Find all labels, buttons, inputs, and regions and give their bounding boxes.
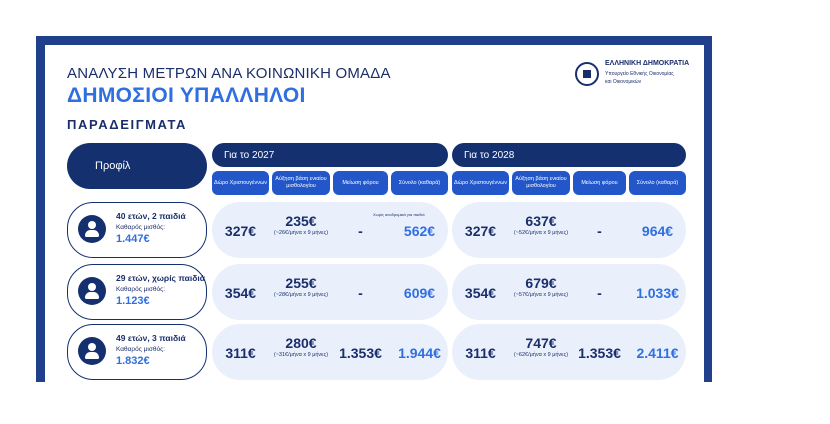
raise-note-2028: (~57€/μήνα x 9 μήνες)	[513, 292, 569, 298]
profile-card: 49 ετών, 3 παιδιά Καθαρός μισθός: 1.832€	[67, 324, 207, 380]
subheader-raise-2028: Αύξηση βάση ενιαίου μισθολογίου	[512, 171, 570, 195]
profile-name: 40 ετών, 2 παιδιά	[116, 211, 186, 221]
raise-2028-cell: 637€ (~52€/μήνα x 9 μήνες)	[512, 213, 570, 237]
profile-name: 29 ετών, χωρίς παιδιά	[116, 273, 205, 283]
raise-2027: 235€	[285, 213, 317, 229]
section-title: ΠΑΡΑΔΕΙΓΜΑΤΑ	[67, 117, 188, 132]
year-2028-header: Για το 2028	[452, 143, 686, 167]
raise-note-2027: (~31€/μήνα x 9 μήνες)	[273, 352, 329, 358]
total-2027: 609€	[403, 285, 436, 301]
raise-2027-cell: 255€ (~28€/μήνα x 9 μήνες)	[272, 275, 330, 299]
total-2028: 1.033€	[636, 285, 679, 301]
tax-2028: -	[597, 285, 602, 301]
gift-2027: 327€	[224, 223, 257, 239]
logo-line-1: ΕΛΛΗΝΙΚΗ ΔΗΜΟΚΡΑΤΙΑ	[605, 60, 690, 67]
subheader-raise-2027: Αύξηση βάση ενιαίου μισθολογίου	[272, 171, 330, 195]
tax-2028: -	[597, 223, 602, 239]
seal-icon	[575, 62, 599, 86]
row-bg-2028	[452, 324, 686, 380]
subheader-tax-2027: Μείωση φόρου	[333, 171, 388, 195]
year-2027-header: Για το 2027	[212, 143, 448, 167]
profile-card: 29 ετών, χωρίς παιδιά Καθαρός μισθός: 1.…	[67, 264, 207, 320]
salary-label: Καθαρός μισθός:	[116, 286, 166, 293]
person-icon	[78, 337, 106, 365]
gift-2027: 354€	[224, 285, 257, 301]
gift-2028: 311€	[465, 345, 496, 361]
raise-2027: 255€	[285, 275, 317, 291]
row-bg-2027	[212, 264, 448, 320]
subheader-gift-2027: Δώρο Χριστουγέννων	[212, 171, 269, 195]
raise-note-2028: (~52€/μήνα x 9 μήνες)	[513, 230, 569, 236]
profile-card: 40 ετών, 2 παιδιά Καθαρός μισθός: 1.447€	[67, 202, 207, 258]
profile-name: 49 ετών, 3 παιδιά	[116, 333, 186, 343]
salary-value: 1.832€	[116, 355, 150, 367]
row-bg-2027	[212, 324, 448, 380]
raise-2028: 679€	[525, 275, 557, 291]
person-icon	[78, 277, 106, 305]
salary-value: 1.447€	[116, 233, 150, 245]
row-note: Χωρίς αναδρομικά για παιδιά	[373, 212, 425, 217]
total-2028: 2.411€	[636, 345, 679, 361]
ministry-logo: ΕΛΛΗΝΙΚΗ ΔΗΜΟΚΡΑΤΙΑ Υπουργείο Εθνικής Οι…	[575, 60, 700, 90]
gift-2027: 311€	[225, 345, 256, 361]
subheader-total-2027: Σύνολο (καθαρά)	[391, 171, 448, 195]
subheader-gift-2028: Δώρο Χριστουγέννων	[452, 171, 509, 195]
raise-note-2028: (~62€/μήνα x 9 μήνες)	[513, 352, 569, 358]
raise-note-2027: (~26€/μήνα x 9 μήνες)	[273, 230, 329, 236]
raise-2027-cell: 280€ (~31€/μήνα x 9 μήνες)	[272, 335, 330, 359]
title-line-2: ΔΗΜΟΣΙΟΙ ΥΠΑΛΛΗΛΟΙ	[67, 84, 306, 107]
raise-2028-cell: 747€ (~62€/μήνα x 9 μήνες)	[512, 335, 570, 359]
raise-2028: 637€	[525, 213, 557, 229]
raise-2028: 747€	[525, 335, 557, 351]
slide: ΑΝΑΛΥΣΗ ΜΕΤΡΩΝ ΑΝΑ ΚΟΙΝΩΝΙΚΗ ΟΜΑΔΑ ΔΗΜΟΣ…	[45, 45, 704, 382]
logo-line-3: και Οικονομικών	[605, 79, 642, 85]
gift-2028: 327€	[464, 223, 497, 239]
salary-label: Καθαρός μισθός:	[116, 224, 166, 231]
profile-header: Προφίλ	[67, 143, 207, 189]
subheader-total-2028: Σύνολο (καθαρά)	[629, 171, 686, 195]
raise-2027: 280€	[285, 335, 317, 351]
person-icon	[78, 215, 106, 243]
gift-2028: 354€	[464, 285, 497, 301]
total-2027: 1.944€	[398, 345, 441, 361]
total-2027: 562€	[403, 223, 436, 239]
salary-value: 1.123€	[116, 295, 150, 307]
raise-2027-cell: 235€ (~26€/μήνα x 9 μήνες)	[272, 213, 330, 237]
row-bg-2028	[452, 264, 686, 320]
subheader-tax-2028: Μείωση φόρου	[573, 171, 626, 195]
raise-2028-cell: 679€ (~57€/μήνα x 9 μήνες)	[512, 275, 570, 299]
tax-2027: -	[358, 223, 363, 239]
total-2028: 964€	[641, 223, 674, 239]
tax-2027: -	[358, 285, 363, 301]
tax-2028: 1.353€	[578, 345, 621, 361]
tax-2027: 1.353€	[339, 345, 382, 361]
logo-line-2: Υπουργείο Εθνικής Οικονομίας	[605, 71, 674, 77]
title-line-1: ΑΝΑΛΥΣΗ ΜΕΤΡΩΝ ΑΝΑ ΚΟΙΝΩΝΙΚΗ ΟΜΑΔΑ	[67, 65, 391, 82]
row-bg-2027	[212, 202, 448, 258]
salary-label: Καθαρός μισθός:	[116, 346, 166, 353]
row-bg-2028	[452, 202, 686, 258]
raise-note-2027: (~28€/μήνα x 9 μήνες)	[273, 292, 329, 298]
